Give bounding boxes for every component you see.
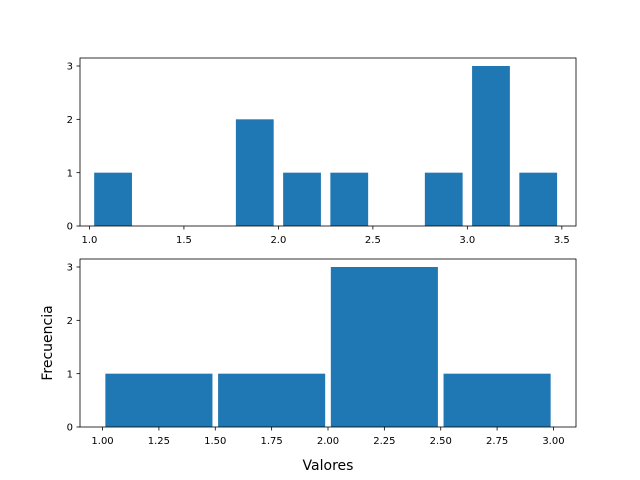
bottom-histogram-x-tick-label: 1.00: [91, 436, 113, 447]
bottom-histogram-x-tick-label: 2.00: [317, 436, 339, 447]
bottom-histogram-x-tick-label: 1.75: [261, 436, 283, 447]
top-histogram-y-tick-label: 0: [67, 222, 73, 233]
bottom-histogram-x-tick-label: 1.50: [204, 436, 226, 447]
bottom-histogram-bar-0: [105, 373, 213, 427]
top-histogram-x-tick-label: 3.0: [459, 235, 475, 246]
bottom-histogram-y-tick-label: 2: [67, 316, 73, 327]
top-histogram-x-tick-label: 1.5: [176, 235, 192, 246]
bottom-histogram-y-tick-label: 0: [67, 423, 73, 434]
bottom-histogram-x-tick-label: 2.25: [373, 436, 395, 447]
bottom-histogram-bar-1: [218, 373, 326, 427]
top-histogram-x-tick-label: 1.0: [81, 235, 97, 246]
bottom-histogram-bar-3: [443, 373, 551, 427]
top-histogram-bar-8: [472, 66, 510, 226]
bottom-histogram-x-tick-label: 1.25: [148, 436, 170, 447]
top-histogram-bars: [94, 66, 558, 226]
top-histogram-bar-7: [424, 172, 463, 226]
bottom-histogram-bar-2: [330, 267, 438, 427]
bottom-histogram-bars: [105, 267, 551, 427]
bottom-histogram-ticks: 1.00 1.25 1.50 1.75 2.00 2.25 2.50 2.75 3.00 0 1 2 3: [67, 263, 565, 447]
bottom-histogram-y-tick-label: 3: [67, 263, 73, 274]
bottom-histogram-y-tick-label: 1: [67, 369, 73, 380]
top-histogram-y-tick-label: 2: [67, 115, 73, 126]
top-histogram-bar-5: [330, 172, 369, 226]
top-histogram-y-tick-label: 3: [67, 62, 73, 73]
bottom-histogram-x-tick-label: 2.75: [486, 436, 508, 447]
top-histogram-bar-4: [283, 172, 321, 226]
bottom-histogram-axes-frame: [79, 258, 577, 428]
bottom-histogram: 1.00 1.25 1.50 1.75 2.00 2.25 2.50 2.75 3.00 0 1 2 3: [67, 258, 577, 447]
top-histogram-ticks: 1.0 1.5 2.0 2.5 3.0 3.5 0 1 2 3: [67, 62, 570, 246]
top-histogram-bar-0: [94, 172, 132, 226]
top-histogram-bar-9: [519, 172, 558, 226]
top-histogram-x-tick-label: 2.5: [365, 235, 381, 246]
x-axis-label: Valores: [303, 458, 354, 474]
top-histogram-x-tick-label: 3.5: [554, 235, 570, 246]
bottom-histogram-x-tick-label: 3.00: [542, 436, 564, 447]
y-axis-label: Frecuencia: [40, 305, 56, 380]
top-histogram-bar-3: [235, 119, 274, 226]
top-histogram: 1.0 1.5 2.0 2.5 3.0 3.5 0 1 2 3: [67, 57, 577, 246]
top-histogram-y-tick-label: 1: [67, 168, 73, 179]
top-histogram-x-tick-label: 2.0: [270, 235, 286, 246]
top-histogram-axes-frame: [79, 57, 577, 227]
bottom-histogram-x-tick-label: 2.50: [430, 436, 452, 447]
